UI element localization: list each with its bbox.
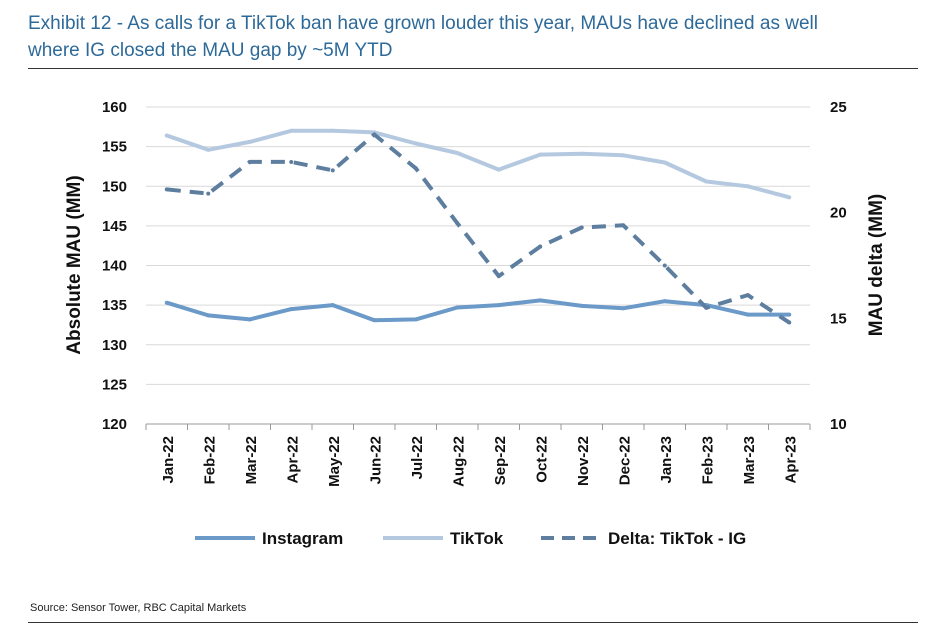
x-tick-label: Jan-23 [658, 436, 675, 484]
x-tick-label: Apr-23 [782, 436, 799, 484]
data-point-tiktok [704, 179, 709, 184]
data-point-delta [662, 263, 667, 268]
data-point-instagram [579, 303, 584, 308]
data-point-delta [164, 187, 169, 192]
x-tick-label: Jun-22 [367, 436, 384, 484]
x-tick-label: Feb-23 [699, 436, 716, 484]
data-point-tiktok [455, 150, 460, 155]
data-point-delta [579, 225, 584, 230]
data-point-instagram [745, 312, 750, 317]
legend-label-instagram: Instagram [262, 529, 343, 548]
x-tick-label: Sep-22 [492, 436, 509, 485]
y2-axis-title: MAU delta (MM) [866, 194, 887, 336]
x-tick-label: Oct-22 [533, 436, 550, 483]
data-point-delta [745, 293, 750, 298]
y-tick-label: 140 [102, 258, 127, 275]
legend-label-tiktok: TikTok [450, 529, 504, 548]
x-tick-label: Mar-23 [741, 436, 758, 484]
legend-label-delta: Delta: TikTok - IG [608, 529, 746, 548]
data-point-delta [704, 305, 709, 310]
x-tick-label: Mar-22 [243, 436, 260, 484]
data-point-instagram [372, 318, 377, 323]
data-point-delta [538, 244, 543, 249]
data-point-tiktok [538, 152, 543, 157]
data-point-instagram [289, 307, 294, 312]
data-point-delta [330, 168, 335, 173]
data-point-tiktok [787, 195, 792, 200]
series-line-tiktok [166, 128, 790, 200]
data-point-delta [289, 159, 294, 164]
data-point-tiktok [330, 128, 335, 133]
top-rule [28, 68, 918, 69]
y-tick-label: 155 [102, 139, 127, 156]
line-chart: 120 125 130 135 140 145 150 155 160 10 15 20 25 Jan-2… [64, 99, 887, 548]
x-tick-label: Apr-22 [284, 436, 301, 484]
y2-tick-label: 15 [830, 310, 847, 327]
data-point-instagram [455, 305, 460, 310]
data-point-instagram [247, 317, 252, 322]
y-axis-title: Absolute MAU (MM) [64, 175, 85, 354]
data-point-tiktok [413, 141, 418, 146]
data-point-instagram [164, 300, 169, 305]
x-tick-label: Nov-22 [575, 436, 592, 486]
x-tick-label: Jan-22 [160, 436, 177, 484]
data-point-instagram [496, 303, 501, 308]
data-point-instagram [621, 306, 626, 311]
series-line-instagram [166, 298, 790, 323]
x-tick-label: Dec-22 [616, 436, 633, 485]
data-point-tiktok [745, 184, 750, 189]
y-tick-label: 135 [102, 297, 127, 314]
data-point-delta [455, 221, 460, 226]
data-point-delta [372, 132, 377, 137]
data-point-tiktok [496, 167, 501, 172]
y2-tick-label: 25 [830, 99, 847, 116]
y2-tick-label: 10 [830, 416, 847, 433]
title-line-2: where IG closed the MAU gap by ~5M YTD [28, 40, 393, 61]
data-point-delta [413, 166, 418, 171]
data-point-tiktok [206, 147, 211, 152]
data-point-delta [496, 274, 501, 279]
data-point-delta [621, 223, 626, 228]
data-point-delta [247, 159, 252, 164]
y-tick-label: 160 [102, 99, 127, 116]
data-point-tiktok [164, 133, 169, 138]
y-tick-label: 120 [102, 416, 127, 433]
y-tick-label: 130 [102, 337, 127, 354]
x-tick-label: Feb-22 [201, 436, 218, 484]
series-line-delta [166, 132, 791, 325]
x-tick-label: May-22 [326, 436, 343, 487]
title-line-1: Exhibit 12 - As calls for a TikTok ban h… [28, 13, 818, 34]
data-point-delta [206, 191, 211, 196]
y-tick-label: 145 [102, 218, 127, 235]
source-note: Source: Sensor Tower, RBC Capital Market… [30, 602, 247, 614]
data-point-instagram [538, 298, 543, 303]
chart-title: Exhibit 12 - As calls for a TikTok ban h… [28, 10, 918, 64]
data-point-tiktok [289, 128, 294, 133]
data-point-tiktok [662, 160, 667, 165]
y-tick-label: 125 [102, 376, 127, 393]
data-point-instagram [330, 303, 335, 308]
data-point-instagram [787, 312, 792, 317]
data-point-instagram [413, 317, 418, 322]
data-point-instagram [662, 299, 667, 304]
bottom-rule [28, 622, 918, 623]
data-point-delta [787, 320, 792, 325]
data-point-tiktok [579, 151, 584, 156]
y2-tick-label: 20 [830, 205, 847, 222]
data-point-instagram [206, 313, 211, 318]
data-point-tiktok [621, 153, 626, 158]
x-tick-label: Jul-22 [409, 436, 426, 479]
data-point-tiktok [247, 139, 252, 144]
y-tick-label: 150 [102, 178, 127, 195]
x-tick-label: Aug-22 [450, 436, 467, 487]
